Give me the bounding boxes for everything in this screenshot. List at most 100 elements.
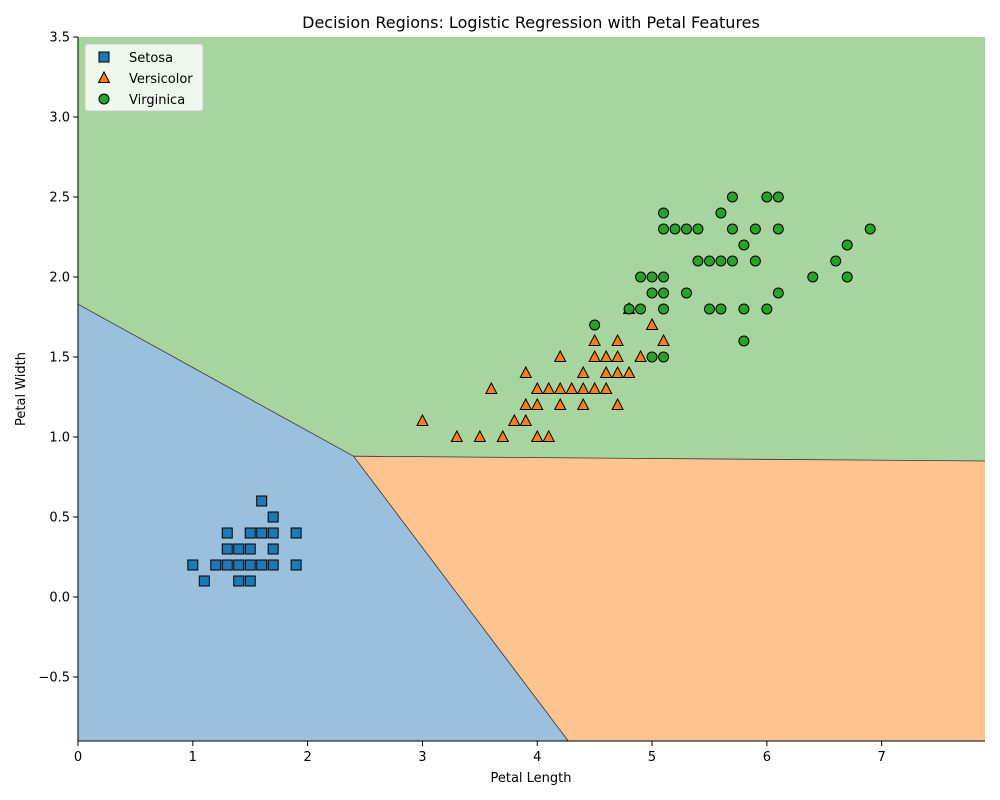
region-virginica [78, 37, 985, 461]
legend: Setosa Versicolor Virginica [84, 43, 204, 112]
region-setosa [78, 304, 569, 741]
virginica-point [669, 223, 681, 235]
legend-label: Versicolor [129, 72, 193, 87]
legend-item-virginica: Virginica [98, 93, 185, 108]
setosa-point [221, 527, 233, 539]
versicolor-point [611, 397, 624, 410]
legend-marker-versicolor [97, 70, 111, 83]
versicolor-point [634, 349, 647, 362]
setosa-point [256, 559, 268, 571]
versicolor-point [553, 381, 567, 394]
versicolor-point [645, 317, 659, 330]
versicolor-point [576, 365, 590, 378]
virginica-point [715, 207, 727, 219]
versicolor-point [611, 349, 624, 362]
scatter-points [187, 191, 876, 587]
virginica-point [761, 303, 773, 315]
x-tick-label: 6 [763, 750, 771, 765]
y-tick-label: 2.5 [49, 191, 70, 206]
virginica-point [646, 351, 658, 363]
setosa-point [198, 575, 210, 587]
virginica-point [680, 223, 692, 235]
versicolor-point [519, 365, 533, 378]
setosa-point [256, 495, 268, 507]
versicolor-point [542, 429, 556, 442]
versicolor-point [599, 365, 613, 378]
setosa-point [233, 575, 245, 587]
virginica-point [841, 271, 853, 283]
versicolor-point [496, 429, 510, 442]
virginica-point [703, 303, 715, 315]
legend-marker-virginica [98, 93, 110, 105]
virginica-point [692, 223, 704, 235]
virginica-point [830, 255, 842, 267]
virginica-point [715, 303, 727, 315]
setosa-point [290, 527, 302, 539]
chart-title: Decision Regions: Logistic Regression wi… [302, 13, 760, 32]
setosa-point [256, 527, 268, 539]
legend-box [84, 43, 204, 112]
virginica-point [738, 335, 750, 347]
setosa-point [267, 543, 279, 555]
versicolor-point [530, 429, 544, 442]
virginica-point [589, 319, 601, 331]
x-axis-label: Petal Length [490, 771, 571, 786]
x-tick-label: 1 [189, 750, 197, 765]
versicolor-point [507, 413, 521, 426]
legend-item-setosa: Setosa [98, 51, 173, 66]
y-tick-label: −0.5 [38, 671, 70, 686]
versicolor-point [622, 365, 636, 378]
virginica-point [726, 255, 738, 267]
y-tick-label: 2.0 [49, 271, 70, 286]
versicolor-point [530, 381, 544, 394]
virginica-point [658, 351, 670, 363]
virginica-point [658, 287, 670, 299]
versicolor-point [565, 381, 579, 394]
versicolor-point [484, 381, 498, 394]
virginica-point [703, 255, 715, 267]
versicolor-point [611, 365, 624, 378]
virginica-point [726, 223, 738, 235]
setosa-point [244, 543, 256, 555]
legend-item-versicolor: Versicolor [97, 70, 193, 87]
setosa-point [221, 543, 233, 555]
boundary-line [353, 455, 986, 462]
x-tick-label: 4 [533, 750, 541, 765]
virginica-point [749, 255, 761, 267]
setosa-point [221, 559, 233, 571]
y-tick-label: 1.0 [49, 431, 70, 446]
versicolor-point [473, 429, 487, 442]
series-versicolor [416, 301, 670, 442]
y-tick-label: 3.0 [49, 111, 70, 126]
virginica-point [772, 287, 784, 299]
virginica-point [738, 303, 750, 315]
y-tick-label: 1.5 [49, 351, 70, 366]
decision-boundaries [77, 303, 986, 742]
setosa-point [244, 527, 256, 539]
setosa-point [210, 559, 222, 571]
setosa-point [233, 543, 245, 555]
virginica-point [646, 287, 658, 299]
versicolor-point [530, 397, 544, 410]
y-axis: −0.5 0.0 0.5 1.0 1.5 2.0 2.5 3.0 3.5 [38, 31, 79, 741]
legend-label: Setosa [129, 51, 173, 66]
virginica-point [658, 271, 670, 283]
virginica-point [658, 207, 670, 219]
setosa-point [187, 559, 199, 571]
boundary-line [353, 455, 569, 742]
versicolor-point [588, 381, 601, 394]
series-setosa [187, 495, 302, 587]
x-axis: 0 1 2 3 4 5 6 7 [74, 740, 985, 765]
setosa-point [267, 559, 279, 571]
decision-regions [78, 37, 985, 741]
versicolor-point [588, 349, 601, 362]
virginica-point [658, 303, 670, 315]
virginica-point [761, 191, 773, 203]
versicolor-point [519, 397, 533, 410]
versicolor-point [416, 413, 429, 426]
versicolor-point [588, 333, 601, 346]
setosa-point [233, 559, 245, 571]
legend-label: Virginica [129, 93, 185, 108]
versicolor-point [450, 429, 464, 442]
